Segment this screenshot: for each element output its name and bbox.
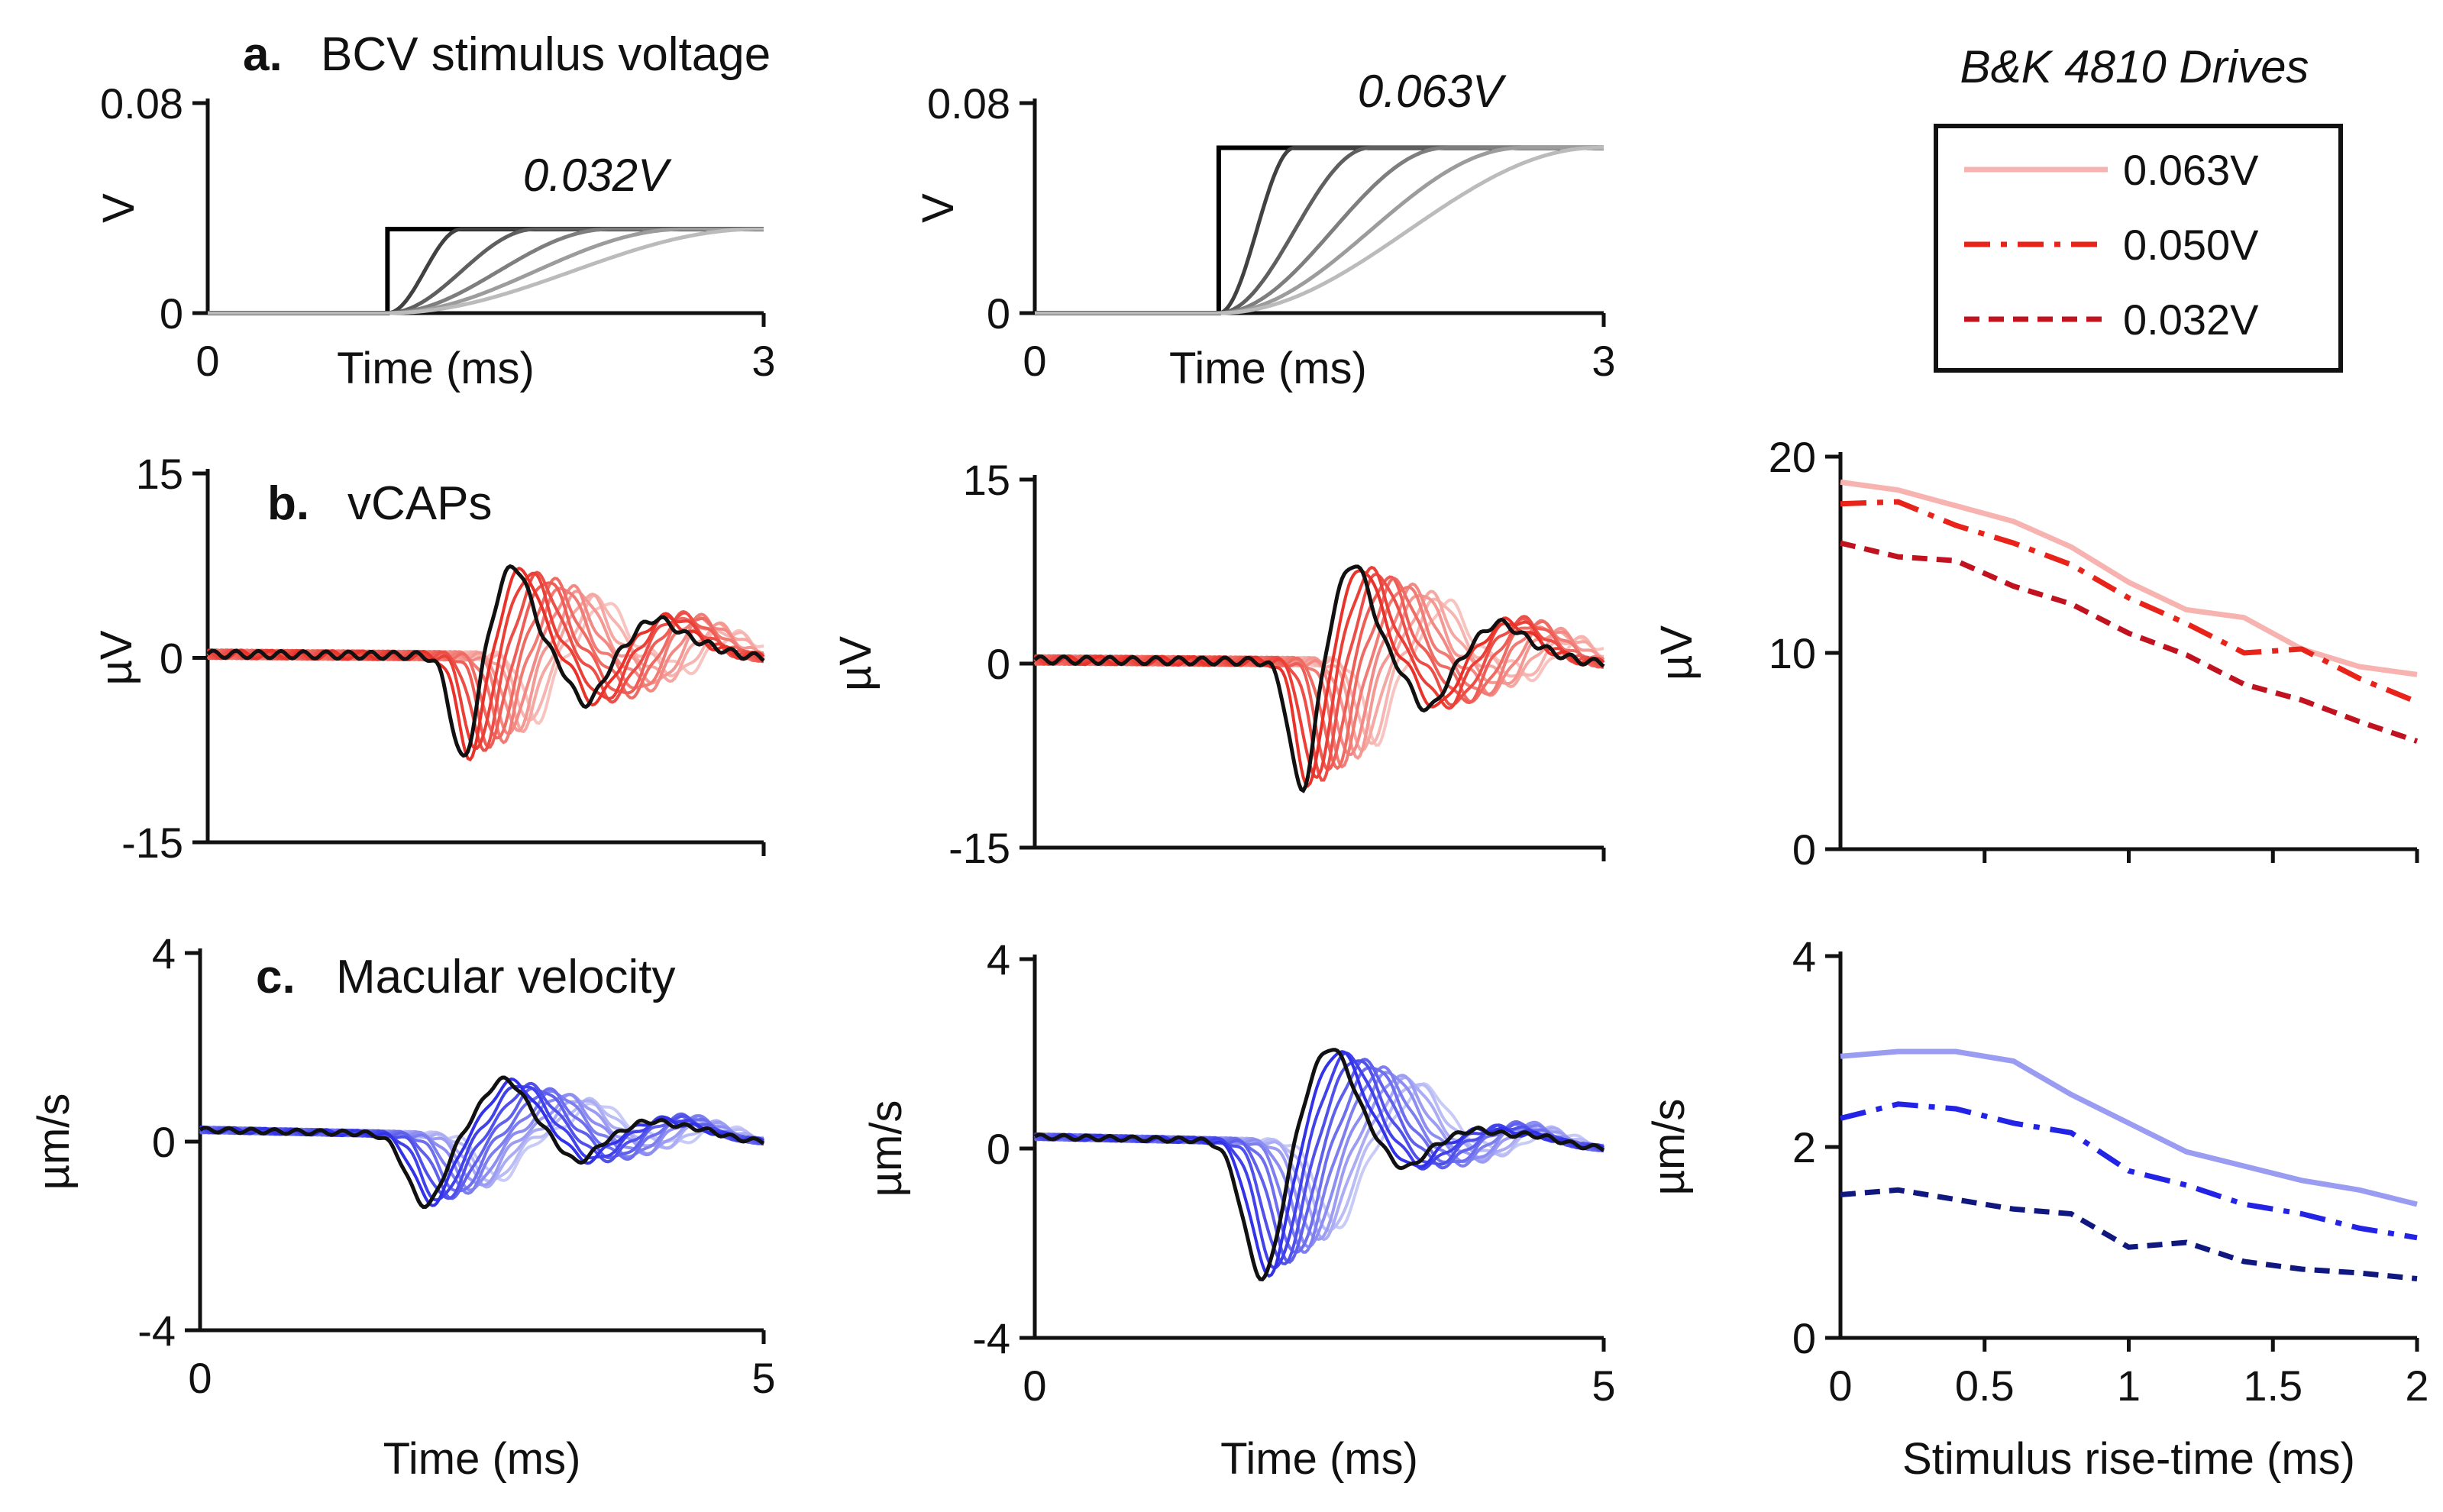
- y-tick-label: 0.08: [100, 79, 183, 128]
- panel-c2: 4 0 -4 0 5 µm/s Time (ms): [861, 935, 1616, 1484]
- y-tick-label: 0: [987, 289, 1010, 338]
- panel-title: Macular velocity: [336, 951, 675, 1003]
- response-trace-black: [206, 564, 765, 758]
- x-tick-label: 1: [2117, 1362, 2141, 1410]
- y-tick-label: 20: [1769, 433, 1816, 481]
- legend: B&K 4810 Drives 0.063V 0.050V 0.032V: [1934, 41, 2343, 373]
- panel-a2: 0.08 00 3 V 0.063V: [913, 66, 1616, 385]
- response-trace: [206, 570, 764, 752]
- y-axis-label: µV: [831, 636, 881, 691]
- x-tick-label: 0: [1828, 1362, 1852, 1410]
- y-tick-label: 2: [1792, 1123, 1816, 1171]
- x-axis-label: Stimulus rise-time (ms): [1902, 1434, 2355, 1484]
- stimulus-trace: [1035, 145, 1604, 315]
- amplitude-annotation: 0.063V: [1358, 66, 1507, 117]
- x-tick-label: 0: [196, 337, 219, 385]
- y-tick-label: 15: [136, 450, 183, 498]
- panel-title: BCV stimulus voltage: [321, 28, 771, 81]
- response-trace-black: [199, 1075, 765, 1209]
- y-tick-label: 4: [1792, 932, 1816, 981]
- x-tick-label: 0: [1023, 337, 1046, 385]
- y-axis-label: µm/s: [861, 1100, 911, 1197]
- y-tick-label: -15: [121, 819, 183, 867]
- x-tick-label: 0.5: [1955, 1362, 2015, 1410]
- y-tick-label: -4: [137, 1307, 176, 1355]
- y-tick-label: 4: [987, 935, 1010, 984]
- x-tick-label: 2: [2405, 1362, 2428, 1410]
- stimulus-trace: [208, 227, 764, 315]
- y-tick-label: 0: [1792, 825, 1816, 874]
- response-trace-black: [1033, 1048, 1605, 1282]
- y-axis-label: V: [94, 193, 144, 223]
- legend-item-label: 0.050V: [2123, 221, 2259, 269]
- response-trace: [1034, 1065, 1604, 1254]
- stimulus-trace: [1035, 145, 1604, 315]
- x-axis-label: Time (ms): [337, 344, 535, 393]
- y-axis-label: µV: [92, 630, 141, 685]
- series-line-0063: [1840, 1048, 2418, 1207]
- panel-title: vCAPs: [347, 477, 492, 530]
- x-tick-label: 0: [1023, 1362, 1046, 1410]
- x-axis-label: Time (ms): [1220, 1434, 1418, 1484]
- y-tick-label: -4: [972, 1314, 1010, 1362]
- y-tick-label: 0: [160, 289, 183, 338]
- x-tick-label: 5: [751, 1354, 775, 1402]
- y-tick-label: 0: [987, 1125, 1010, 1173]
- x-tick-label: 3: [1592, 337, 1615, 385]
- series-line-0050: [1840, 499, 2419, 705]
- x-axis-label: Time (ms): [1169, 344, 1367, 393]
- stimulus-trace: [1035, 145, 1604, 315]
- stimulus-trace: [1035, 145, 1604, 315]
- y-axis-label: V: [913, 193, 963, 223]
- panel-c3: 4 2 00 0.5 1 1.5 2 µm/s Stimulus rise-time (ms): [1644, 932, 2429, 1484]
- y-tick-label: -15: [948, 824, 1010, 872]
- panel-letter: a.: [243, 28, 283, 81]
- series-line-0032: [1840, 540, 2419, 744]
- panel-letter: b.: [267, 477, 309, 530]
- y-tick-label: 0: [987, 640, 1010, 688]
- legend-box: [1934, 124, 2343, 373]
- series-line-0032: [1840, 1187, 2418, 1281]
- panel-b2: 15 0 -15 µV: [831, 456, 1606, 872]
- response-trace: [1034, 1058, 1604, 1264]
- y-axis-label: µV: [1652, 625, 1701, 680]
- y-axis-label: µm/s: [29, 1094, 79, 1191]
- panel-b1: 15 0 -15 µV b. vCAPs: [92, 450, 766, 867]
- panel-b3: 20 10 0 µV: [1652, 433, 2419, 874]
- x-axis-label: Time (ms): [383, 1434, 581, 1484]
- x-tick-label: 5: [1592, 1362, 1615, 1410]
- y-tick-label: 15: [963, 456, 1010, 504]
- y-tick-label: 0: [1792, 1314, 1816, 1362]
- amplitude-annotation: 0.032V: [523, 150, 672, 201]
- y-tick-label: 10: [1769, 629, 1816, 677]
- legend-item-label: 0.063V: [2123, 146, 2259, 194]
- stimulus-trace: [1035, 145, 1604, 315]
- x-tick-label: 1.5: [2243, 1362, 2302, 1410]
- y-tick-label: 4: [152, 929, 176, 977]
- stimulus-trace: [1035, 145, 1604, 315]
- panel-letter: c.: [256, 951, 296, 1003]
- response-trace-black: [1033, 564, 1605, 793]
- x-tick-label: 0: [188, 1354, 212, 1402]
- legend-title: B&K 4810 Drives: [1960, 41, 2309, 92]
- series-line-0063: [1840, 479, 2418, 677]
- y-tick-label: 0: [160, 635, 183, 683]
- y-tick-label: 0: [152, 1118, 176, 1166]
- y-axis-label: µm/s: [1644, 1099, 1694, 1196]
- series-line-0050: [1840, 1101, 2418, 1241]
- panel-a1: 0.08 00 3 Va. BCV stimulus voltage 0.032V: [94, 28, 776, 385]
- x-tick-label: 3: [751, 337, 775, 385]
- y-tick-label: 0.08: [927, 79, 1010, 128]
- legend-item-label: 0.032V: [2123, 296, 2259, 344]
